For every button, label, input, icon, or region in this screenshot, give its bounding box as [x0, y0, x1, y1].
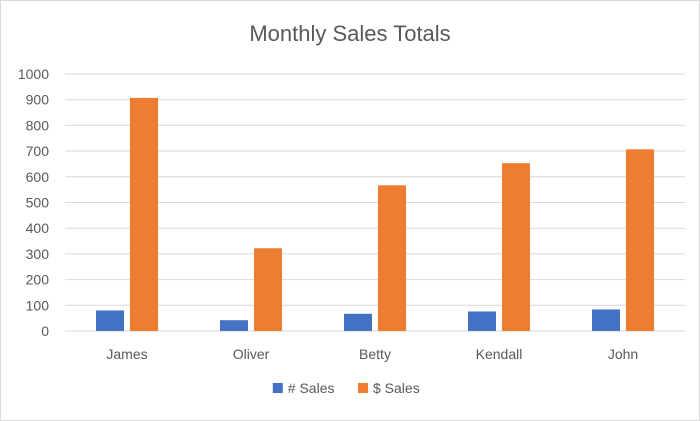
x-tick-label: Kendall	[476, 346, 523, 362]
bar-dollar-sales-kendall	[502, 163, 530, 331]
bar-dollar-sales-john	[626, 149, 654, 331]
y-tick-label: 0	[41, 323, 49, 339]
bars	[96, 97, 654, 331]
y-tick-label: 100	[26, 297, 50, 313]
y-tick-label: 900	[26, 92, 50, 108]
bar-dollar-sales-oliver	[254, 248, 282, 331]
y-tick-label: 200	[26, 272, 50, 288]
gridlines	[65, 73, 685, 332]
legend-swatch	[358, 383, 368, 393]
y-tick-label: 400	[26, 220, 50, 236]
x-tick-label: Betty	[359, 346, 391, 362]
bar-count-sales-john	[592, 309, 620, 331]
legend-label: # Sales	[288, 380, 335, 396]
legend-swatch	[272, 383, 283, 393]
y-tick-label: 800	[26, 117, 50, 133]
bar-count-sales-james	[96, 310, 124, 331]
bar-dollar-sales-betty	[378, 185, 406, 331]
y-tick-label: 700	[26, 143, 50, 159]
y-tick-label: 1000	[18, 66, 49, 82]
x-tick-label: James	[106, 346, 147, 362]
chart-title: Monthly Sales Totals	[249, 21, 450, 46]
x-axis-tick-labels: James Oliver Betty Kendall John	[106, 346, 638, 362]
legend-label: $ Sales	[373, 380, 420, 396]
y-axis-tick-labels: 0 100 200 300 400 500 600 700 800 900 1000	[18, 66, 49, 339]
legend: # Sales $ Sales	[272, 380, 420, 396]
bar-count-sales-betty	[344, 313, 372, 331]
x-tick-label: John	[608, 346, 638, 362]
bar-count-sales-oliver	[220, 320, 248, 331]
bar-dollar-sales-james	[130, 97, 158, 331]
y-tick-label: 500	[26, 195, 50, 211]
bar-count-sales-kendall	[468, 311, 496, 331]
y-tick-label: 300	[26, 246, 50, 262]
y-tick-label: 600	[26, 169, 50, 185]
x-tick-label: Oliver	[233, 346, 270, 362]
